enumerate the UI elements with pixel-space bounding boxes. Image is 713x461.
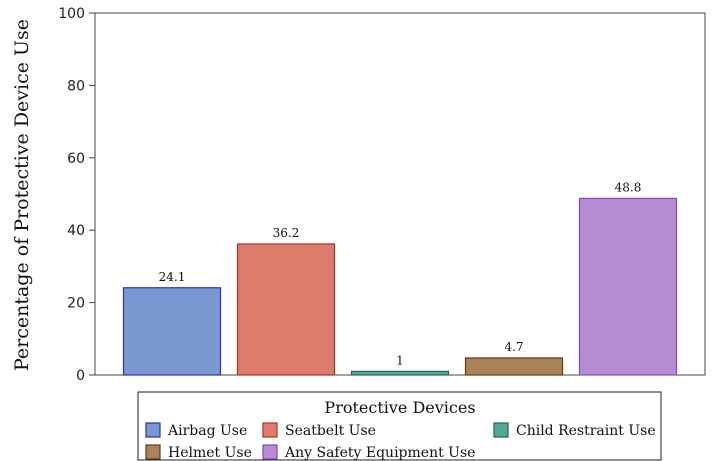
legend-swatch	[145, 422, 161, 438]
legend: Protective Devices Airbag Use Seatbelt Us…	[137, 391, 662, 461]
bar	[236, 243, 336, 376]
legend-items: Airbag Use Seatbelt Use Child Restraint Us…	[145, 422, 656, 461]
y-tick-label: 60	[67, 151, 85, 167]
legend-entry-label: Child Restraint Use	[516, 423, 656, 439]
legend-entry-label: Any Safety Equipment Use	[284, 445, 475, 461]
bar-data-label: 48.8	[615, 180, 642, 194]
bar-data-label: 36.2	[273, 226, 300, 240]
y-tick-label: 40	[67, 223, 85, 239]
legend-swatch	[493, 422, 509, 438]
legend-swatch	[262, 422, 278, 438]
bars: 24.1 36.2 1 4.7 48.8	[122, 180, 678, 376]
legend-swatch	[145, 444, 161, 460]
legend-title: Protective Devices	[324, 398, 475, 417]
bar	[122, 287, 222, 376]
legend-entry-label: Seatbelt Use	[285, 423, 376, 439]
y-tick-label: 80	[67, 78, 85, 94]
y-tick-label: 100	[58, 6, 85, 22]
legend-frame	[137, 391, 662, 461]
y-tick-label: 0	[76, 368, 85, 384]
bar-data-label: 4.7	[504, 340, 523, 354]
bar	[464, 357, 564, 376]
legend-swatch	[262, 444, 278, 460]
bar	[350, 370, 450, 376]
y-tick-label: 20	[67, 296, 85, 312]
bar-data-label: 24.1	[159, 270, 186, 284]
bar	[578, 197, 678, 376]
legend-entry-label: Airbag Use	[167, 423, 247, 439]
bar-data-label: 1	[396, 353, 404, 367]
y-axis-label: Percentage of Protective Device Use	[11, 19, 33, 371]
legend-entry-label: Helmet Use	[168, 445, 252, 461]
y-axis: 0 20 40 60 80 100	[58, 6, 95, 384]
